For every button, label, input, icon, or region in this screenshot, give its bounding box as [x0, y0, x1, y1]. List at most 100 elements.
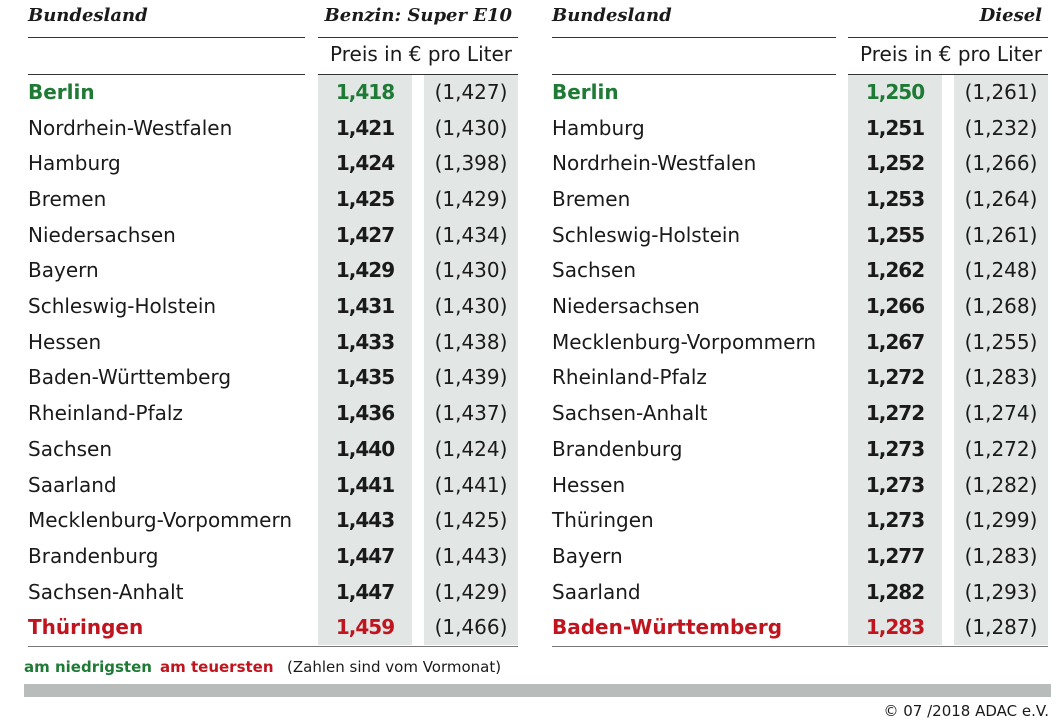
fuel-header: Diesel: [979, 5, 1042, 26]
region-name: Sachsen: [28, 436, 113, 461]
region-name: Bayern: [28, 258, 99, 283]
price: 1,253: [865, 186, 925, 211]
previous-price: (1,441): [434, 472, 508, 497]
header-rule: [28, 74, 305, 75]
legend-highest: am teuersten: [160, 658, 274, 676]
header-rule: [552, 37, 836, 38]
previous-price: (1,425): [434, 508, 508, 533]
price: 1,440: [335, 436, 395, 461]
price-column: [848, 74, 942, 646]
region-name: Bayern: [552, 543, 623, 568]
previous-price: (1,232): [964, 115, 1038, 140]
price: 1,283: [865, 615, 925, 640]
previous-price: (1,434): [434, 222, 508, 247]
footer-bar: [24, 684, 1051, 697]
price: 1,427: [335, 222, 395, 247]
previous-price: (1,430): [434, 115, 508, 140]
region-name: Sachsen-Anhalt: [28, 579, 184, 604]
previous-price: (1,430): [434, 294, 508, 319]
previous-price: (1,293): [964, 579, 1038, 604]
price: 1,447: [335, 579, 395, 604]
price: 1,429: [335, 258, 395, 283]
price: 1,424: [335, 151, 395, 176]
region-name: Baden-Württemberg: [552, 615, 783, 640]
price: 1,252: [865, 151, 925, 176]
region-name: Rheinland-Pfalz: [552, 365, 707, 390]
region-name: Nordrhein-Westfalen: [552, 151, 757, 176]
region-name: Saarland: [552, 579, 641, 604]
legend-lowest: am niedrigsten: [24, 658, 152, 676]
previous-price: (1,282): [964, 472, 1038, 497]
previous-column: [954, 74, 1048, 646]
region-name: Niedersachsen: [552, 294, 700, 319]
header-rule: [552, 74, 836, 75]
region-name: Thüringen: [552, 508, 654, 533]
previous-price: (1,274): [964, 401, 1038, 426]
price: 1,267: [865, 329, 925, 354]
bottom-rule: [552, 646, 1048, 648]
region-name: Schleswig-Holstein: [552, 222, 741, 247]
price: 1,273: [865, 436, 925, 461]
region-header: Bundesland: [28, 5, 148, 26]
region-name: Hessen: [552, 472, 626, 497]
price: 1,459: [335, 615, 395, 640]
previous-price: (1,264): [964, 186, 1038, 211]
previous-price: (1,430): [434, 258, 508, 283]
previous-price: (1,287): [964, 615, 1038, 640]
region-name: Mecklenburg-Vorpommern: [28, 508, 292, 533]
region-name: Baden-Württemberg: [28, 365, 232, 390]
price: 1,250: [865, 79, 925, 104]
previous-price: (1,255): [964, 329, 1038, 354]
previous-price: (1,466): [434, 615, 508, 640]
price: 1,418: [335, 79, 395, 104]
previous-price: (1,261): [964, 222, 1038, 247]
price: 1,447: [335, 543, 395, 568]
previous-price: (1,283): [964, 543, 1038, 568]
previous-price: (1,398): [434, 151, 508, 176]
bottom-rule: [28, 646, 518, 648]
price: 1,443: [335, 508, 395, 533]
price: 1,273: [865, 472, 925, 497]
price: 1,421: [335, 115, 395, 140]
region-name: Niedersachsen: [28, 222, 176, 247]
previous-price: (1,272): [964, 436, 1038, 461]
price: 1,262: [865, 258, 925, 283]
region-name: Hessen: [28, 329, 102, 354]
previous-price: (1,248): [964, 258, 1038, 283]
region-name: Brandenburg: [28, 543, 159, 568]
price-column: [318, 74, 412, 646]
previous-price: (1,268): [964, 294, 1038, 319]
region-header: Bundesland: [552, 5, 672, 26]
previous-price: (1,437): [434, 401, 508, 426]
price: 1,436: [335, 401, 395, 426]
previous-price: (1,424): [434, 436, 508, 461]
header-rule: [28, 37, 305, 38]
price: 1,255: [865, 222, 925, 247]
previous-price: (1,427): [434, 79, 508, 104]
region-name: Rheinland-Pfalz: [28, 401, 183, 426]
previous-price: (1,429): [434, 579, 508, 604]
region-name: Schleswig-Holstein: [28, 294, 217, 319]
fuel-header: Benzin: Super E10: [324, 5, 512, 26]
previous-price: (1,283): [964, 365, 1038, 390]
previous-column: [424, 74, 518, 646]
previous-price: (1,299): [964, 508, 1038, 533]
region-name: Hamburg: [552, 115, 645, 140]
region-name: Nordrhein-Westfalen: [28, 115, 233, 140]
price: 1,273: [865, 508, 925, 533]
legend-note: (Zahlen sind vom Vormonat): [287, 658, 502, 676]
price: 1,282: [865, 579, 925, 604]
price: 1,425: [335, 186, 395, 211]
price: 1,272: [865, 365, 925, 390]
header-rule: [318, 37, 518, 38]
price: 1,435: [335, 365, 395, 390]
price: 1,441: [335, 472, 395, 497]
previous-price: (1,266): [964, 151, 1038, 176]
price: 1,266: [865, 294, 925, 319]
region-name: Thüringen: [28, 615, 144, 640]
header-rule: [848, 37, 1048, 38]
price: 1,431: [335, 294, 395, 319]
region-name: Sachsen: [552, 258, 637, 283]
region-name: Brandenburg: [552, 436, 683, 461]
